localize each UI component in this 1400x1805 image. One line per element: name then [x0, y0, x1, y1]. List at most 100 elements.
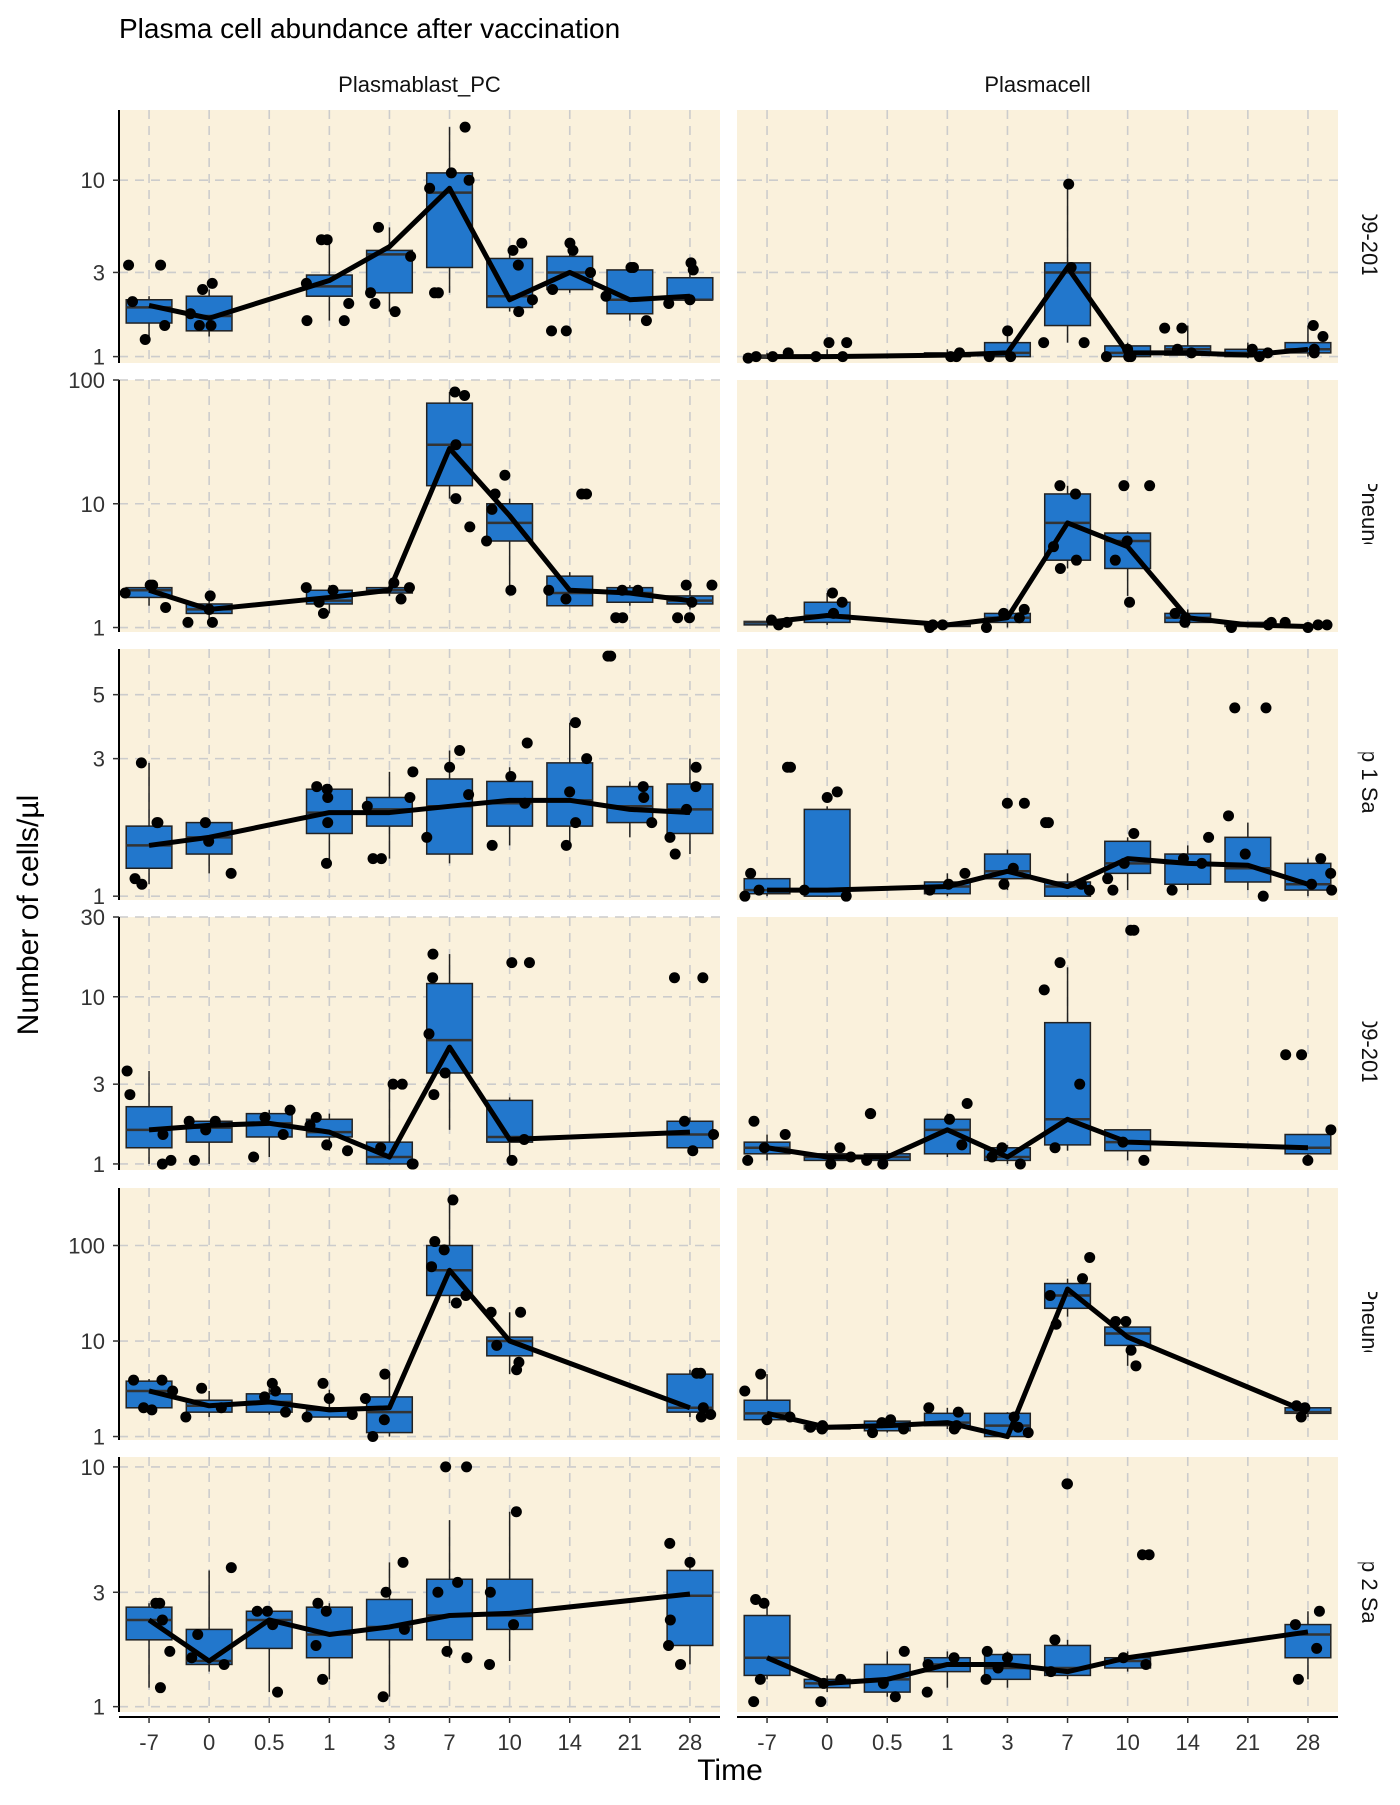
data-point	[461, 1652, 473, 1664]
box	[425, 982, 474, 1074]
data-point	[1018, 603, 1030, 615]
data-point	[1013, 612, 1025, 624]
data-point	[424, 182, 436, 194]
data-point	[156, 1158, 168, 1170]
data-point	[680, 579, 692, 591]
data-point	[397, 1556, 409, 1568]
data-point	[359, 1393, 371, 1405]
chart-title: Plasma cell abundance after vaccination	[119, 13, 620, 44]
data-point	[1038, 337, 1050, 349]
data-point	[546, 325, 558, 337]
x-tick-label: -7	[757, 1730, 777, 1755]
data-point	[387, 1078, 399, 1090]
data-point	[1061, 1478, 1073, 1490]
data-point	[663, 1639, 675, 1651]
data-point	[310, 1639, 322, 1651]
data-point	[1074, 1078, 1086, 1090]
data-point	[119, 587, 131, 599]
data-point	[513, 306, 525, 318]
data-point	[164, 1645, 176, 1657]
x-tick-label: 7	[443, 1730, 455, 1755]
data-point	[1308, 347, 1320, 359]
data-point	[157, 1129, 169, 1141]
data-point	[605, 650, 617, 662]
data-point	[980, 1673, 992, 1685]
data-point	[569, 717, 581, 729]
data-point	[547, 284, 559, 296]
data-point	[1077, 1273, 1089, 1285]
data-point	[1257, 890, 1269, 902]
x-tick-label: -7	[139, 1730, 159, 1755]
data-point	[526, 294, 538, 306]
data-point	[1313, 1605, 1325, 1617]
data-point	[440, 1461, 452, 1473]
data-point	[823, 337, 835, 349]
data-point	[581, 753, 593, 765]
panel-background	[119, 1457, 720, 1712]
data-point	[300, 582, 312, 594]
data-point	[449, 386, 461, 398]
panel-background	[119, 649, 720, 900]
facet-column-label: Plasmablast_PC	[338, 72, 501, 97]
data-point	[365, 287, 377, 299]
data-point	[560, 325, 572, 337]
data-point	[679, 1115, 691, 1127]
data-point	[206, 616, 218, 628]
data-point	[406, 1158, 418, 1170]
box	[125, 1606, 173, 1641]
data-point	[338, 315, 350, 327]
data-point	[1143, 1549, 1155, 1561]
data-point	[464, 521, 476, 533]
panel-5-1	[737, 1457, 1338, 1712]
data-point	[948, 1652, 960, 1664]
data-point	[687, 1145, 699, 1157]
data-point	[135, 757, 147, 769]
x-tick-label: 0.5	[872, 1730, 903, 1755]
data-point	[1203, 831, 1215, 843]
data-point	[272, 1686, 284, 1698]
data-point	[156, 1374, 168, 1386]
trend-line	[766, 520, 1309, 629]
data-point	[317, 1377, 329, 1389]
panel-background	[737, 917, 1338, 1170]
y-tick-label: 5	[93, 683, 105, 708]
data-point	[315, 234, 327, 246]
data-point	[996, 1142, 1008, 1154]
data-point	[664, 831, 676, 843]
data-point	[379, 1368, 391, 1380]
x-tick-label: 14	[1176, 1730, 1200, 1755]
data-point	[452, 1576, 464, 1588]
data-point	[441, 1645, 453, 1657]
trend-line	[147, 1591, 691, 1664]
data-point	[986, 1151, 998, 1163]
data-point	[1014, 1158, 1026, 1170]
data-point	[427, 972, 439, 984]
data-point	[323, 1393, 335, 1405]
data-point	[312, 1597, 324, 1609]
data-point	[664, 1614, 676, 1626]
data-point	[584, 266, 596, 278]
x-tick-label: 1	[323, 1730, 335, 1755]
data-point	[421, 831, 433, 843]
data-point	[454, 745, 466, 757]
trend-line	[766, 1286, 1309, 1440]
data-point	[705, 1409, 717, 1421]
data-point	[1038, 984, 1050, 996]
trend-line	[148, 797, 691, 848]
data-point	[447, 1194, 459, 1206]
data-point	[1083, 884, 1095, 896]
data-point	[516, 237, 528, 249]
data-point	[508, 1619, 520, 1631]
panel-1-0: 1 10 100	[68, 368, 720, 641]
data-point	[491, 1339, 503, 1351]
data-point	[543, 584, 555, 596]
data-point	[197, 284, 209, 296]
data-point	[753, 884, 765, 896]
data-point	[1159, 322, 1171, 334]
data-point	[697, 1402, 709, 1414]
data-point	[251, 1605, 263, 1617]
data-point	[826, 587, 838, 599]
panel-background	[737, 110, 1338, 363]
data-point	[564, 786, 576, 798]
data-point	[505, 584, 517, 596]
